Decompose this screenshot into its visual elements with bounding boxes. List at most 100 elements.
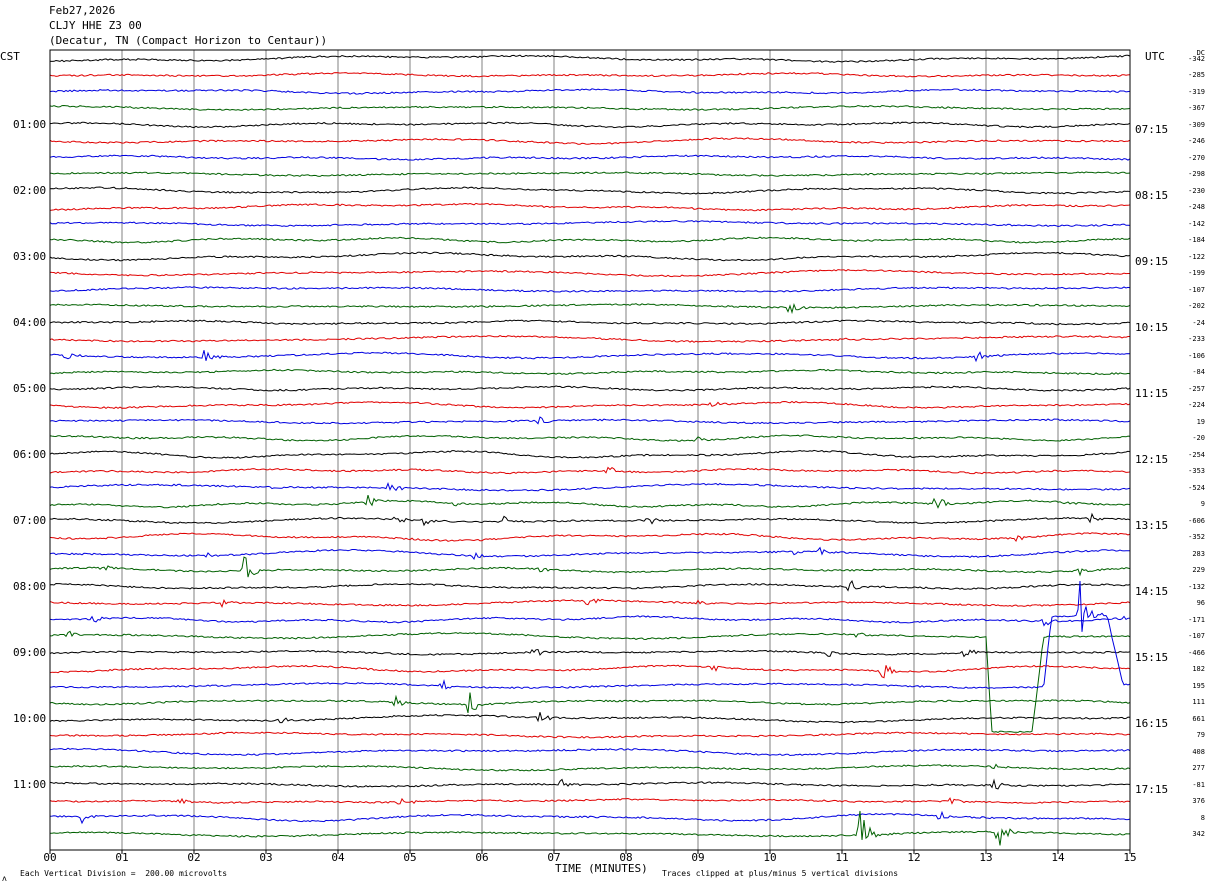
dc-offset-label: -224 bbox=[1188, 401, 1205, 409]
x-tick-label: 11 bbox=[835, 851, 849, 864]
trace-row-20 bbox=[49, 385, 1131, 392]
trace-row-11 bbox=[49, 236, 1131, 244]
trace-row-18 bbox=[50, 350, 1131, 363]
trace-row-30 bbox=[49, 546, 1130, 561]
vertical-gridlines bbox=[121, 50, 1059, 850]
x-tick-label: 07 bbox=[547, 851, 561, 864]
dc-offset-label: -342 bbox=[1188, 54, 1205, 63]
right-hour-label: 14:15 bbox=[1135, 584, 1169, 598]
right-axis-label: UTC bbox=[1145, 50, 1165, 63]
trace-row-8 bbox=[49, 186, 1131, 195]
chart-date: Feb27,2026 bbox=[49, 4, 116, 17]
trace-row-6 bbox=[49, 154, 1131, 161]
trace-row-23 bbox=[49, 434, 1131, 442]
x-tick-label: 02 bbox=[187, 851, 201, 864]
trace-row-28 bbox=[49, 512, 1131, 527]
dc-offset-label: -81 bbox=[1192, 780, 1205, 789]
dc-offset-label: -107 bbox=[1188, 632, 1205, 640]
right-hour-label: 09:15 bbox=[1135, 254, 1169, 268]
clip-note: Traces clipped at plus/minus 5 vertical … bbox=[662, 869, 899, 878]
right-hour-label: 16:15 bbox=[1135, 716, 1169, 730]
right-hour-label: 17:15 bbox=[1135, 782, 1169, 796]
x-tick-label: 12 bbox=[907, 851, 921, 864]
trace-row-21 bbox=[49, 400, 1131, 410]
left-hour-label: 05:00 bbox=[13, 381, 47, 395]
trace-row-33 bbox=[49, 598, 1131, 608]
dc-offset-label: 277 bbox=[1192, 764, 1205, 772]
dc-offset-label: -199 bbox=[1188, 269, 1205, 277]
trace-row-13 bbox=[49, 269, 1130, 278]
right-hour-label: 11:15 bbox=[1135, 386, 1169, 400]
dc-offset-label: -20 bbox=[1192, 434, 1205, 442]
dc-offset-label: -106 bbox=[1188, 351, 1205, 360]
dc-offset-label: -24 bbox=[1192, 318, 1205, 327]
x-tick-label: 00 bbox=[43, 851, 57, 864]
x-tick-label: 15 bbox=[1123, 851, 1137, 864]
dc-offset-label: -298 bbox=[1188, 170, 1205, 178]
seismic-traces bbox=[49, 54, 1131, 846]
x-tick-label: 03 bbox=[259, 851, 273, 864]
dc-offset-label: -171 bbox=[1188, 615, 1205, 624]
trace-row-24 bbox=[49, 449, 1131, 459]
trace-row-5 bbox=[49, 137, 1131, 145]
trace-row-47 bbox=[49, 810, 1130, 846]
dc-offset-label: -353 bbox=[1188, 467, 1205, 475]
right-hour-label: 15:15 bbox=[1135, 650, 1169, 664]
trace-row-43 bbox=[49, 763, 1131, 772]
trace-row-42 bbox=[49, 747, 1131, 757]
dc-offset-label: 79 bbox=[1196, 731, 1205, 739]
trace-row-29 bbox=[49, 532, 1131, 542]
trace-row-3 bbox=[49, 104, 1131, 111]
trace-row-0 bbox=[49, 54, 1131, 63]
station-code: CLJY HHE Z3 00 bbox=[49, 19, 142, 32]
dc-offset-label: 96 bbox=[1196, 599, 1205, 607]
dc-offset-label: -122 bbox=[1188, 252, 1205, 261]
x-tick-label: 06 bbox=[475, 851, 489, 864]
left-hour-label: 08:00 bbox=[13, 579, 47, 593]
x-tick-label: 14 bbox=[1051, 851, 1065, 864]
scale-note: Each Vertical Division = 200.00 microvol… bbox=[20, 869, 228, 878]
left-hour-label: 11:00 bbox=[13, 777, 47, 791]
right-hour-label: 10:15 bbox=[1135, 320, 1169, 334]
dc-offset-label: 283 bbox=[1192, 549, 1205, 558]
dc-offset-label: 661 bbox=[1192, 714, 1205, 723]
x-tick-label: 04 bbox=[331, 851, 345, 864]
trace-row-34 bbox=[49, 615, 1131, 627]
dc-offset-label: -606 bbox=[1188, 516, 1205, 525]
x-tick-label: 01 bbox=[115, 851, 129, 864]
dc-offset-label: 8 bbox=[1200, 813, 1205, 822]
plot-frame bbox=[49, 49, 1131, 851]
trace-row-35 bbox=[50, 630, 1131, 733]
left-hour-label: 10:00 bbox=[13, 711, 47, 725]
trace-row-12 bbox=[49, 251, 1131, 262]
dc-offset-label: 376 bbox=[1192, 797, 1205, 805]
x-tick-marks bbox=[49, 850, 1131, 854]
left-hour-label: 04:00 bbox=[13, 315, 47, 329]
trace-row-9 bbox=[49, 202, 1131, 212]
dc-offset-label: -84 bbox=[1192, 368, 1205, 376]
corner-mark: ʌ bbox=[2, 874, 7, 883]
trace-row-10 bbox=[49, 219, 1131, 228]
left-hour-label: 09:00 bbox=[13, 645, 47, 659]
dc-offset-label: -254 bbox=[1188, 450, 1205, 459]
dc-label: DC bbox=[1196, 49, 1205, 57]
trace-row-31 bbox=[49, 556, 1131, 578]
x-tick-label: 08 bbox=[619, 851, 633, 864]
x-axis-title: TIME (MINUTES) bbox=[555, 862, 648, 875]
trace-row-14 bbox=[49, 286, 1131, 293]
left-hour-label: 06:00 bbox=[13, 447, 47, 461]
trace-row-22 bbox=[49, 416, 1131, 425]
left-hour-label: 01:00 bbox=[13, 117, 47, 131]
dc-offset-label: 19 bbox=[1196, 417, 1205, 426]
trace-row-45 bbox=[49, 797, 1131, 805]
dc-offset-label: -142 bbox=[1188, 219, 1205, 228]
dc-offset-label: -246 bbox=[1188, 137, 1205, 145]
trace-row-41 bbox=[49, 731, 1131, 739]
x-tick-label: 09 bbox=[691, 851, 705, 864]
dc-offset-label: 342 bbox=[1192, 830, 1205, 838]
dc-offset-label: -466 bbox=[1188, 648, 1205, 657]
dc-offset-label: -202 bbox=[1188, 302, 1205, 310]
dc-offset-label: 408 bbox=[1192, 747, 1205, 756]
trace-row-32 bbox=[49, 579, 1131, 592]
